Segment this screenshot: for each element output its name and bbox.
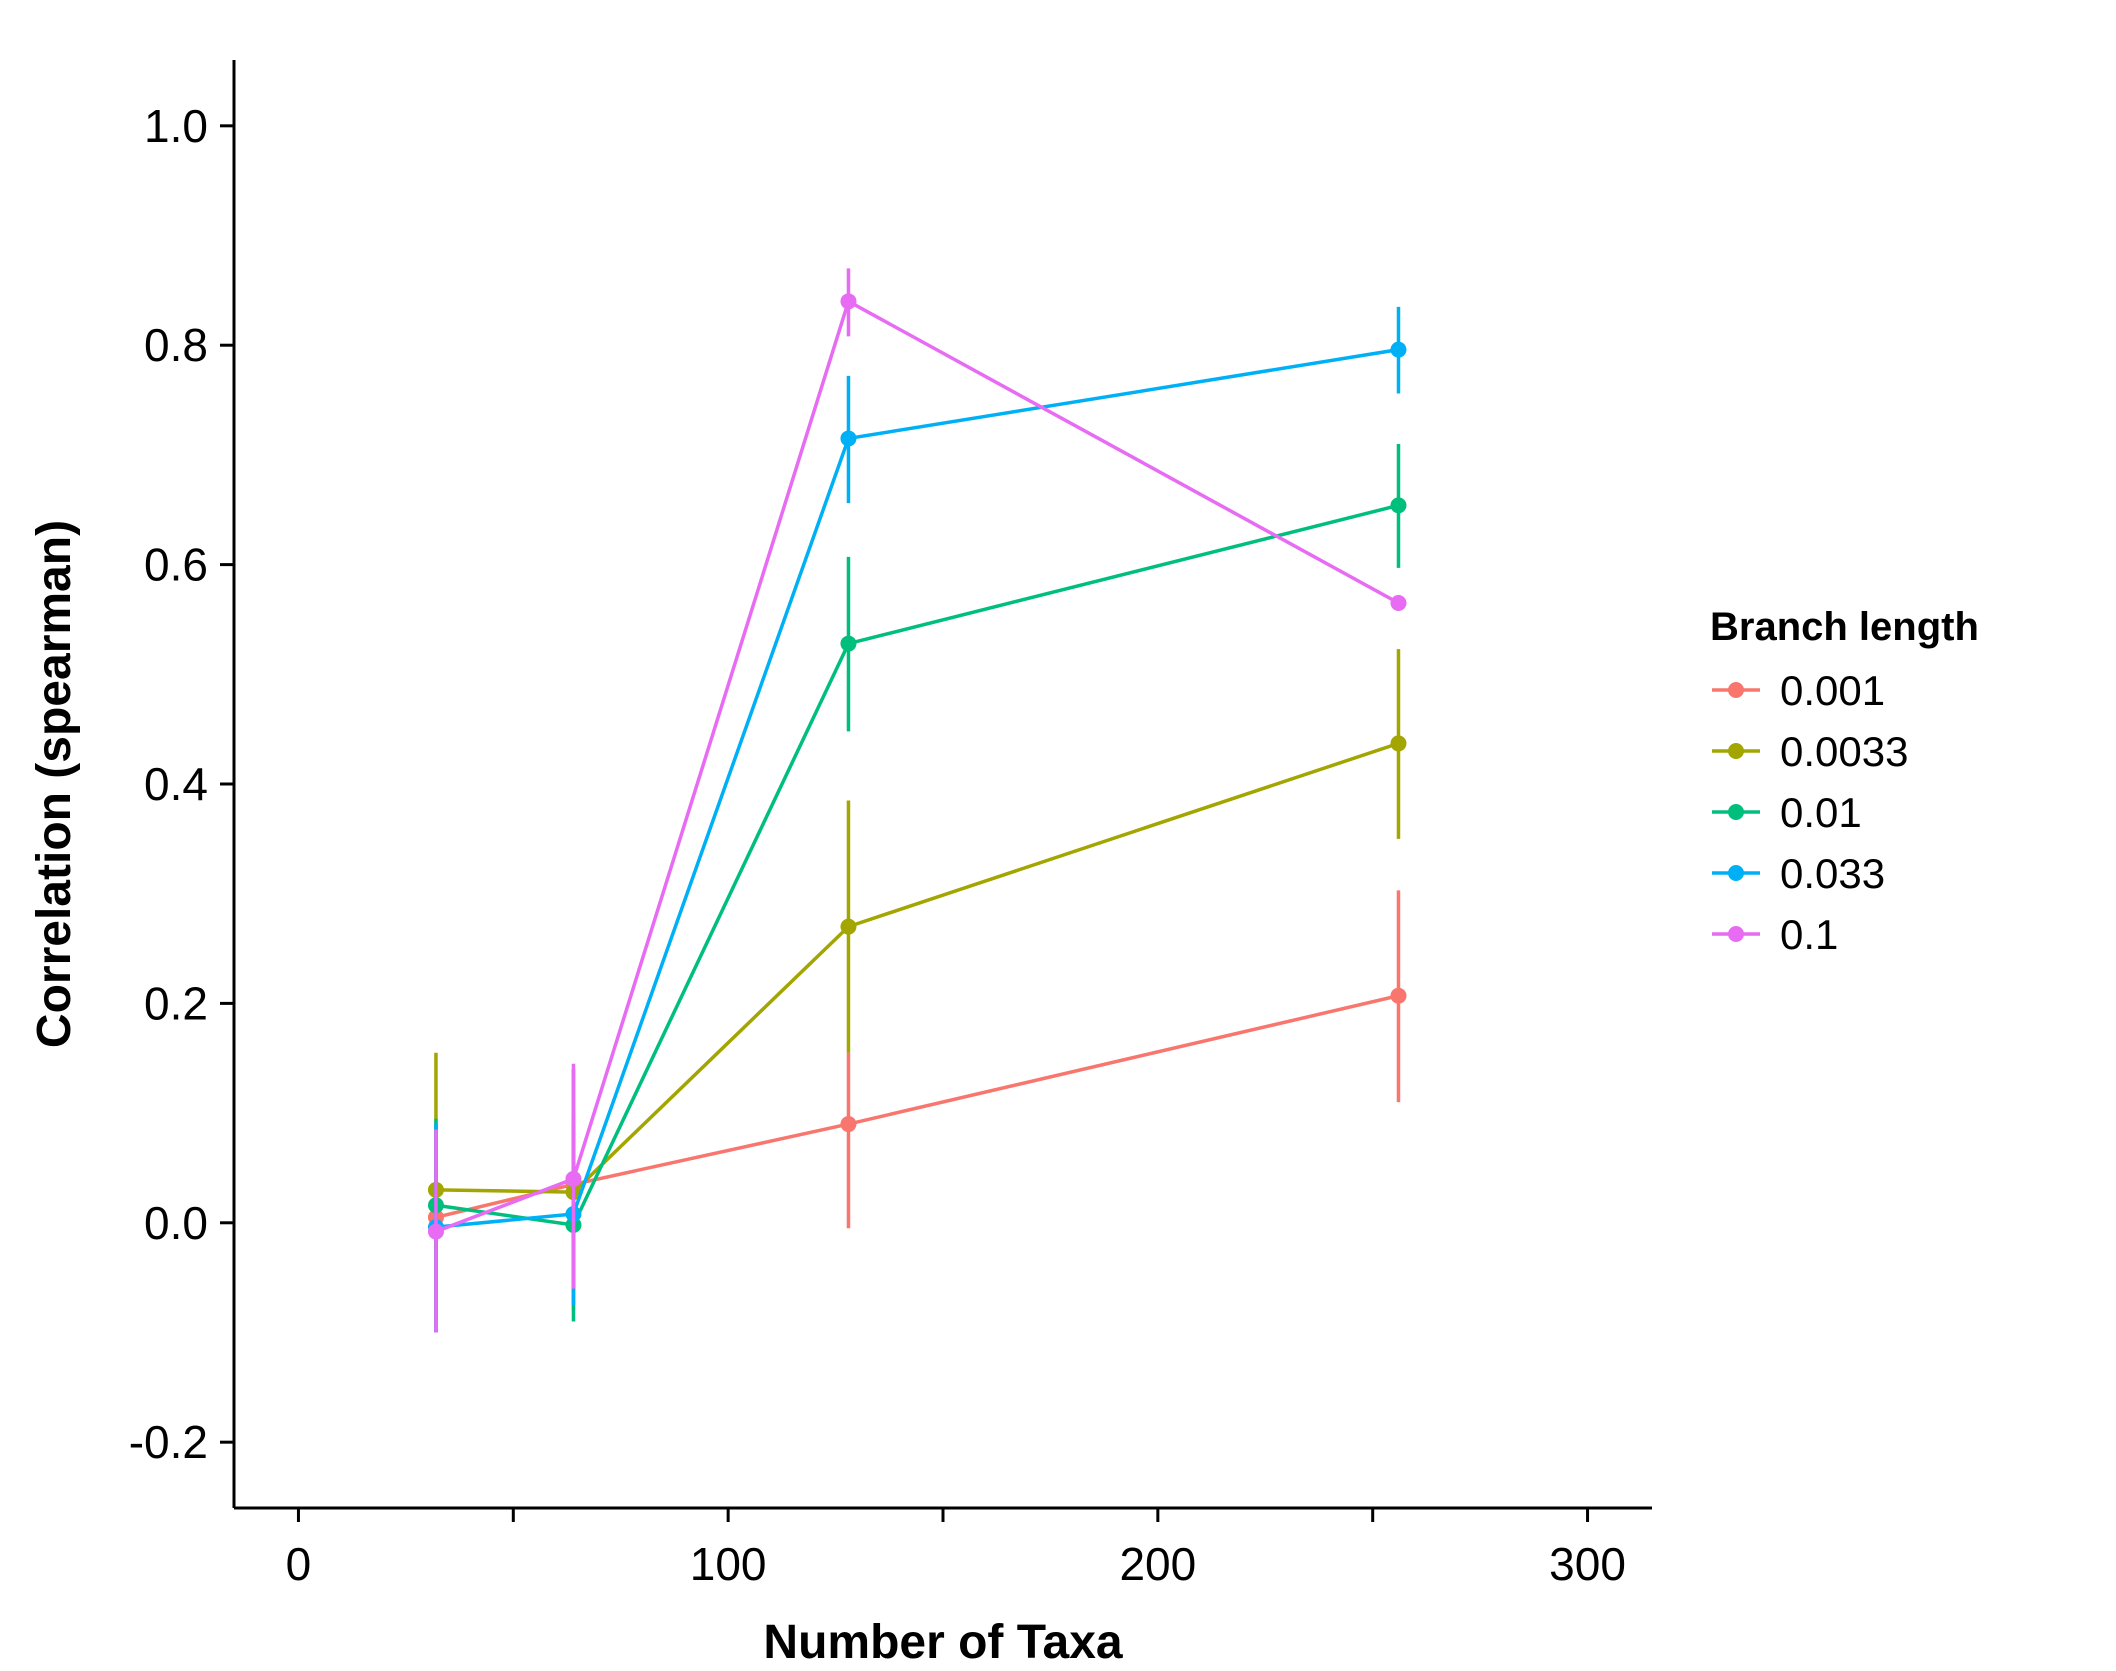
y-axis-ticks: -0.2 0.0 0.2 0.4 0.6 0.8 1.0 [129,100,234,1468]
x-axis-title: Number of Taxa [763,1616,1122,1666]
data-point [1390,987,1407,1004]
data-point [565,1170,582,1187]
series-line [435,741,1400,1194]
y-tick-label: -0.2 [129,1416,208,1468]
y-tick-label: 1.0 [144,100,208,152]
data-point [427,1223,444,1240]
x-tick-label: 0 [286,1538,312,1590]
data-point [1390,341,1407,358]
y-tick-label: 0.8 [144,319,208,371]
legend-key-point [1728,743,1744,759]
legend-label: 0.033 [1780,850,1885,897]
legend-label: 0.001 [1780,667,1885,714]
series-0.1 [427,268,1407,1333]
y-tick-label: 0.6 [144,539,208,591]
x-tick-label: 200 [1119,1538,1196,1590]
x-tick-label: 300 [1549,1538,1626,1590]
legend-key-point [1728,804,1744,820]
data-point [840,1116,857,1133]
data-point [1390,735,1407,752]
series-line [435,298,1400,1234]
data-point [840,430,857,447]
x-tick-label: 100 [690,1538,767,1590]
legend-key-point [1728,926,1744,942]
legend: Branch length 0.001 0.0033 0.01 0.033 0.1 [1710,605,1979,958]
legend-items: 0.001 0.0033 0.01 0.033 0.1 [1712,667,1908,958]
legend-label: 0.01 [1780,789,1862,836]
legend-item: 0.01 [1712,789,1862,836]
legend-label: 0.1 [1780,911,1838,958]
data-point [840,293,857,310]
legend-item: 0.0033 [1712,728,1908,775]
legend-title: Branch length [1710,605,1979,649]
y-tick-label: 0.4 [144,758,208,810]
legend-label: 0.0033 [1780,728,1908,775]
legend-item: 0.1 [1712,911,1838,958]
series-layer [427,268,1407,1333]
y-tick-label: 0.2 [144,977,208,1029]
series-line [435,347,1399,1229]
y-tick-label: 0.0 [144,1197,208,1249]
data-point [1390,595,1407,611]
data-point [840,635,857,652]
legend-item: 0.033 [1712,850,1885,897]
series-line [435,503,1399,1227]
data-point [840,918,857,935]
legend-key-point [1728,682,1744,698]
series-line [435,994,1399,1220]
x-axis-ticks: 0 100 200 300 [286,1508,1626,1590]
legend-item: 0.001 [1712,667,1885,714]
y-axis-title: Correlation (spearman) [28,520,81,1048]
data-point [1390,497,1407,514]
legend-key-point [1728,865,1744,881]
